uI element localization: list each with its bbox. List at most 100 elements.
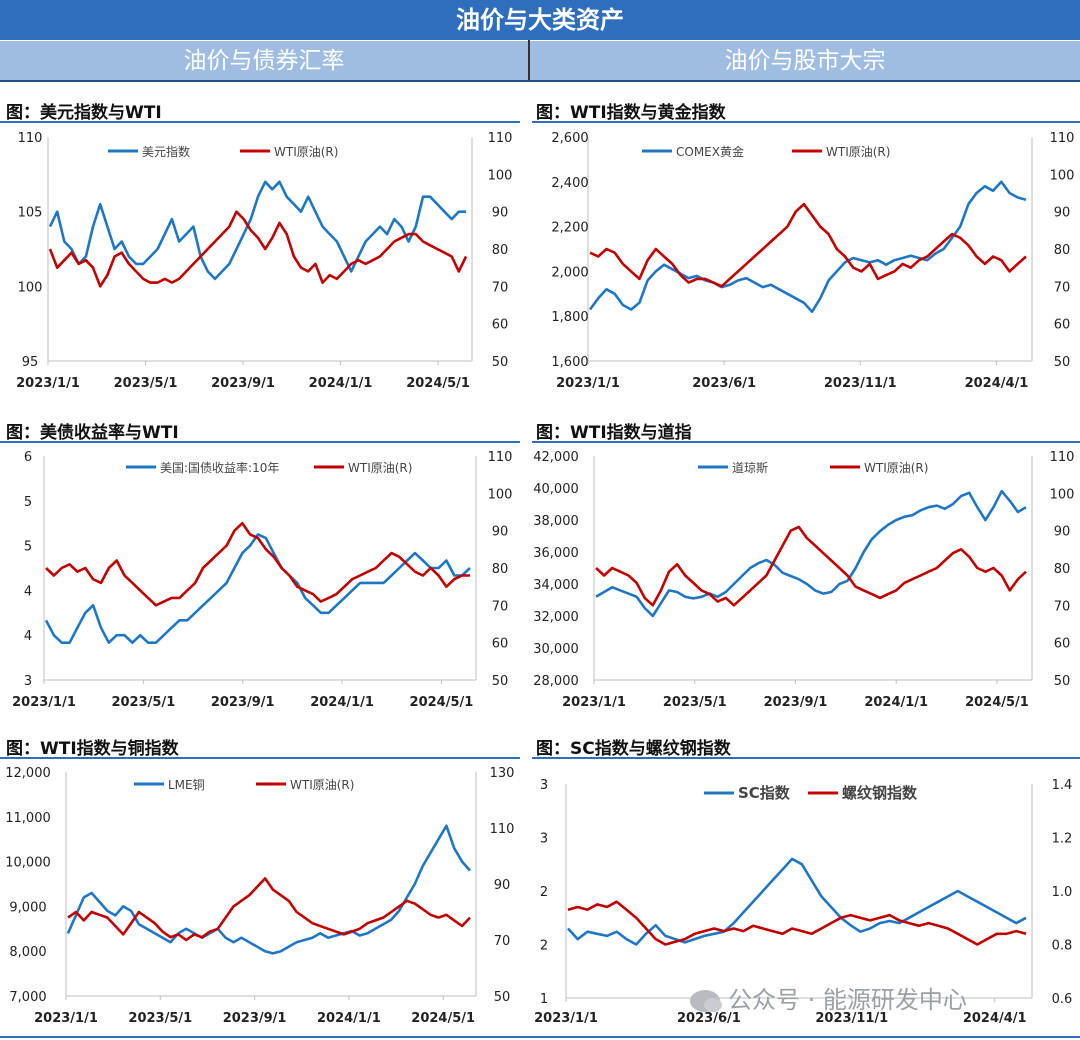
y-tick-label-right: 70: [492, 280, 509, 295]
y-tick-label-right: 110: [488, 450, 513, 465]
legend-label: 道琼斯: [732, 460, 768, 475]
y-tick-label-left: 2: [540, 885, 548, 900]
y-tick-label-left: 8,000: [9, 945, 46, 960]
y-tick-label-right: 90: [1054, 525, 1071, 540]
y-tick-label-left: 11,000: [5, 811, 51, 826]
y-tick-label-right: 60: [492, 318, 509, 333]
watermark: 公众号 · 能源研发中心: [690, 980, 967, 1015]
y-tick-label-left: 42,000: [533, 450, 579, 465]
chart-title-wti-copper: 图：WTI指数与铜指数: [6, 739, 179, 759]
y-tick-label-left: 1,600: [551, 355, 588, 370]
x-tick-label: 2023/5/1: [663, 695, 727, 710]
y-tick-label-left: 28,000: [533, 674, 579, 689]
y-tick-label-left: 3: [24, 674, 32, 689]
y-tick-label-right: 0.8: [1052, 939, 1073, 954]
chart-title-rule: [0, 441, 520, 443]
y-tick-label-right: 90: [492, 525, 509, 540]
section-header-bonds-fx: 油价与债券汇率: [0, 40, 529, 81]
y-tick-label-right: 110: [490, 822, 515, 837]
x-tick-label: 2023/1/1: [562, 695, 626, 710]
y-tick-label-right: 100: [488, 168, 513, 183]
y-tick-label-left: 32,000: [533, 610, 579, 625]
legend-label: WTI原油(R): [274, 145, 338, 159]
watermark-text: 公众号 · 能源研发中心: [728, 986, 967, 1014]
x-tick-label: 2024/5/1: [410, 695, 474, 710]
y-tick-label-left: 2,000: [551, 265, 588, 280]
chart-title-rule: [532, 441, 1080, 443]
legend-label: 美元指数: [142, 144, 190, 159]
y-tick-label-right: 110: [488, 131, 513, 146]
y-tick-label-left: 2,200: [551, 221, 588, 236]
y-tick-label-right: 70: [494, 934, 511, 949]
legend-label: COMEX黄金: [676, 144, 744, 159]
x-tick-label: 2023/5/1: [111, 695, 175, 710]
y-tick-label-left: 95: [22, 355, 39, 370]
y-tick-label-left: 2,600: [551, 131, 588, 146]
chart-title-rule: [532, 121, 1080, 123]
wechat-icon: [690, 990, 722, 1012]
y-tick-label-left: 3: [540, 778, 548, 793]
series-line: [66, 824, 471, 955]
x-tick-label: 2024/5/1: [406, 376, 470, 391]
y-tick-label-left: 4: [24, 584, 32, 599]
chart-title-wti-dow: 图：WTI指数与道指: [536, 423, 692, 443]
series-line: [589, 202, 1027, 288]
x-tick-label: 2024/4/1: [963, 1011, 1027, 1026]
y-tick-label-right: 50: [492, 674, 509, 689]
legend-label: WTI原油(R): [826, 145, 890, 159]
x-tick-label: 2023/6/1: [677, 1011, 741, 1026]
x-tick-label: 2024/1/1: [864, 695, 928, 710]
section-divider: [528, 40, 530, 80]
y-tick-label-right: 1.0: [1052, 885, 1073, 900]
page-banner: 油价与大类资产: [0, 0, 1080, 40]
x-tick-label: 2024/1/1: [310, 695, 374, 710]
y-tick-label-right: 70: [492, 599, 509, 614]
x-tick-label: 2023/9/1: [764, 695, 828, 710]
series-line: [567, 857, 1027, 946]
y-tick-label-right: 130: [490, 766, 515, 781]
legend-label: 美国:国债收益率:10年: [160, 460, 279, 475]
chart-title-sc-rebar: 图：SC指数与螺纹钢指数: [536, 739, 731, 759]
y-tick-label-right: 90: [494, 878, 511, 893]
chart-title-rule: [0, 757, 520, 759]
y-tick-label-right: 110: [1050, 131, 1075, 146]
chart-title-dxy-wti: 图：美元指数与WTI: [6, 103, 162, 123]
y-tick-label-left: 7,000: [9, 990, 46, 1005]
y-tick-label-right: 1.4: [1052, 778, 1073, 793]
y-tick-label-left: 30,000: [533, 642, 579, 657]
x-tick-label: 2024/5/1: [965, 695, 1029, 710]
section-header-stocks-commodities: 油价与股市大宗: [530, 40, 1080, 81]
legend-label: SC指数: [738, 784, 791, 802]
y-tick-label-right: 100: [488, 487, 513, 502]
chart-title-rule: [0, 121, 520, 123]
y-tick-label-right: 100: [1050, 487, 1075, 502]
chart-title-wti-gold: 图：WTI指数与黄金指数: [536, 103, 726, 123]
y-tick-label-left: 105: [18, 206, 43, 221]
y-tick-label-left: 4: [24, 629, 32, 644]
y-tick-label-right: 90: [492, 206, 509, 221]
y-tick-label-right: 70: [1054, 280, 1071, 295]
series-line: [48, 180, 466, 281]
y-tick-label-right: 80: [492, 562, 509, 577]
y-tick-label-right: 60: [1054, 318, 1071, 333]
y-tick-label-left: 40,000: [533, 482, 579, 497]
bottom-rule: [0, 1036, 1080, 1038]
y-tick-label-left: 2: [540, 939, 548, 954]
x-tick-label: 2023/1/1: [12, 695, 76, 710]
y-tick-label-left: 10,000: [5, 856, 51, 871]
x-tick-label: 2024/5/1: [411, 1011, 475, 1026]
legend-label: WTI原油(R): [348, 461, 412, 475]
x-tick-label: 2023/1/1: [534, 1011, 598, 1026]
header-underline: [0, 80, 1080, 82]
legend-label: WTI原油(R): [864, 461, 928, 475]
y-tick-label-right: 80: [492, 243, 509, 258]
y-tick-label-left: 6: [24, 450, 32, 465]
chart-title-rule: [532, 757, 1080, 759]
chart-title-ust-wti: 图：美债收益率与WTI: [6, 423, 179, 443]
series-line: [567, 900, 1027, 946]
series-line: [595, 525, 1027, 607]
y-tick-label-right: 50: [492, 355, 509, 370]
x-tick-label: 2023/5/1: [114, 376, 178, 391]
x-tick-label: 2023/9/1: [211, 695, 275, 710]
